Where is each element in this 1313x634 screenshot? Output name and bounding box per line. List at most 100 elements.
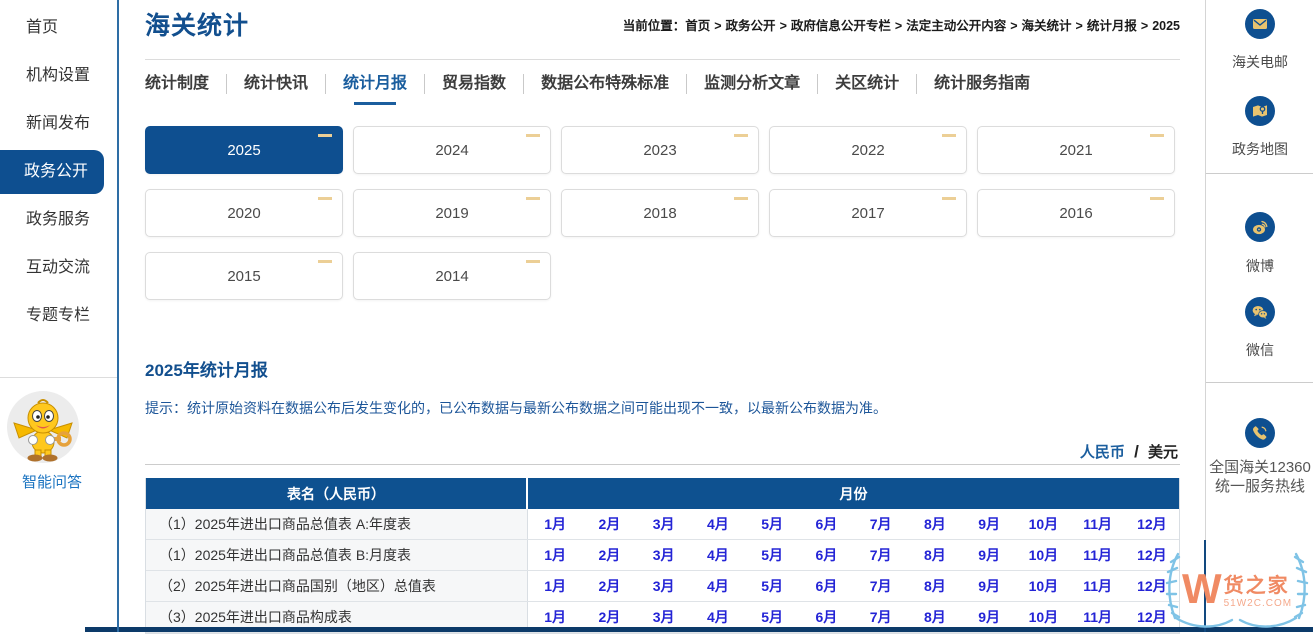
year-button[interactable]: 2020 (145, 189, 343, 237)
year-button[interactable]: 2021 (977, 126, 1175, 174)
month-link[interactable]: 9月 (978, 578, 1001, 594)
month-link[interactable]: 7月 (869, 578, 892, 594)
month-link[interactable]: 12月 (1137, 547, 1167, 563)
month-link[interactable]: 11月 (1083, 547, 1113, 563)
month-link[interactable]: 5月 (761, 578, 784, 594)
month-link[interactable]: 6月 (815, 578, 838, 594)
map-label[interactable]: 政务地图 (1232, 141, 1288, 157)
breadcrumb-item-text[interactable]: 法定主动公开内容 (906, 19, 1007, 33)
month-link[interactable]: 5月 (761, 609, 784, 625)
year-button[interactable]: 2017 (769, 189, 967, 237)
month-link[interactable]: 9月 (978, 547, 1001, 563)
month-link[interactable]: 10月 (1028, 516, 1059, 532)
hotline-shortcut[interactable] (1206, 418, 1313, 448)
month-link[interactable]: 12月 (1137, 516, 1167, 532)
currency-usd-option[interactable]: 美元 (1147, 444, 1178, 461)
wechat-label[interactable]: 微信 (1246, 342, 1274, 358)
breadcrumb-item[interactable]: 统计月报 > (1087, 19, 1152, 33)
month-link[interactable]: 8月 (923, 578, 946, 594)
breadcrumb-item-text[interactable]: 首页 (685, 19, 711, 33)
weibo-shortcut[interactable] (1206, 212, 1313, 242)
month-link[interactable]: 3月 (652, 516, 675, 532)
month-link[interactable]: 8月 (923, 547, 946, 563)
month-link[interactable]: 11月 (1083, 578, 1113, 594)
breadcrumb-item-text[interactable]: 海关统计 (1021, 19, 1072, 33)
sidebar-nav-item[interactable]: 首页 (26, 19, 59, 36)
weibo-label[interactable]: 微博 (1246, 258, 1274, 274)
month-link[interactable]: 7月 (869, 547, 892, 563)
sidebar-nav-item[interactable]: 专题专栏 (26, 307, 91, 324)
month-link[interactable]: 12月 (1137, 609, 1167, 625)
month-link[interactable]: 1月 (544, 547, 567, 563)
sidebar-nav-item[interactable]: 新闻发布 (26, 115, 91, 132)
month-link[interactable]: 1月 (544, 578, 567, 594)
assistant-label[interactable]: 智能问答 (21, 474, 82, 491)
month-link[interactable]: 8月 (923, 609, 946, 625)
category-tab[interactable]: 数据公布特殊标准 (523, 74, 686, 94)
month-link[interactable]: 12月 (1137, 578, 1167, 594)
mail-shortcut[interactable] (1206, 9, 1313, 39)
assistant-mascot-icon[interactable] (6, 390, 80, 464)
sidebar-nav-item[interactable]: 政务公开 (0, 150, 104, 194)
category-tab[interactable]: 统计月报 (325, 74, 424, 94)
month-link[interactable]: 11月 (1083, 516, 1113, 532)
month-link[interactable]: 10月 (1028, 609, 1059, 625)
month-link[interactable]: 4月 (706, 578, 729, 594)
category-tab[interactable]: 统计快讯 (226, 74, 325, 94)
month-link[interactable]: 4月 (706, 547, 729, 563)
category-tab[interactable]: 关区统计 (817, 74, 916, 94)
year-button[interactable]: 2019 (353, 189, 551, 237)
month-link[interactable]: 3月 (652, 609, 675, 625)
year-button[interactable]: 2023 (561, 126, 759, 174)
year-button[interactable]: 2014 (353, 252, 551, 300)
month-link[interactable]: 4月 (706, 516, 729, 532)
breadcrumb-item-text[interactable]: 政务公开 (725, 19, 776, 33)
month-link[interactable]: 2月 (598, 516, 621, 532)
month-link[interactable]: 6月 (815, 547, 838, 563)
year-button[interactable]: 2022 (769, 126, 967, 174)
year-button[interactable]: 2025 (145, 126, 343, 174)
breadcrumb-item-text[interactable]: 统计月报 (1086, 19, 1137, 33)
month-link[interactable]: 3月 (652, 547, 675, 563)
month-link[interactable]: 5月 (761, 516, 784, 532)
category-tab[interactable]: 统计服务指南 (916, 74, 1047, 94)
month-link[interactable]: 5月 (761, 547, 784, 563)
month-link[interactable]: 8月 (923, 516, 946, 532)
breadcrumb-item-text[interactable]: 政府信息公开专栏 (790, 19, 891, 33)
month-link[interactable]: 9月 (978, 516, 1001, 532)
breadcrumb-item[interactable]: 2025> (1152, 19, 1180, 33)
wechat-shortcut[interactable] (1206, 297, 1313, 327)
month-link[interactable]: 10月 (1028, 547, 1059, 563)
month-link[interactable]: 2月 (598, 578, 621, 594)
month-link[interactable]: 11月 (1083, 609, 1113, 625)
sidebar-nav-item[interactable]: 机构设置 (26, 67, 91, 84)
mail-label[interactable]: 海关电邮 (1232, 54, 1288, 70)
month-link[interactable]: 2月 (598, 547, 621, 563)
month-link[interactable]: 1月 (544, 609, 567, 625)
category-tab[interactable]: 贸易指数 (424, 74, 523, 94)
category-tab[interactable]: 统计制度 (145, 75, 210, 92)
month-link[interactable]: 7月 (869, 609, 892, 625)
breadcrumb-item[interactable]: 政务公开 > (726, 19, 791, 33)
category-tab[interactable]: 监测分析文章 (686, 74, 817, 94)
sidebar-nav-item[interactable]: 政务服务 (26, 211, 91, 228)
map-shortcut[interactable] (1206, 96, 1313, 126)
year-button[interactable]: 2016 (977, 189, 1175, 237)
month-link[interactable]: 6月 (815, 516, 838, 532)
currency-cny-option[interactable]: 人民币 (1079, 444, 1125, 461)
month-link[interactable]: 2月 (598, 609, 621, 625)
year-button[interactable]: 2015 (145, 252, 343, 300)
breadcrumb-item[interactable]: 首页 > (685, 19, 725, 33)
breadcrumb-item-text[interactable]: 2025 (1152, 19, 1180, 33)
month-link[interactable]: 4月 (706, 609, 729, 625)
sidebar-nav-item[interactable]: 互动交流 (26, 259, 91, 276)
hotline-label[interactable]: 全国海关12360统一服务热线 (1209, 459, 1311, 495)
month-link[interactable]: 6月 (815, 609, 838, 625)
breadcrumb-item[interactable]: 政府信息公开专栏 > (791, 19, 906, 33)
month-link[interactable]: 1月 (544, 516, 567, 532)
month-link[interactable]: 9月 (978, 609, 1001, 625)
year-button[interactable]: 2018 (561, 189, 759, 237)
breadcrumb-item[interactable]: 海关统计 > (1022, 19, 1087, 33)
month-link[interactable]: 3月 (652, 578, 675, 594)
month-link[interactable]: 7月 (869, 516, 892, 532)
